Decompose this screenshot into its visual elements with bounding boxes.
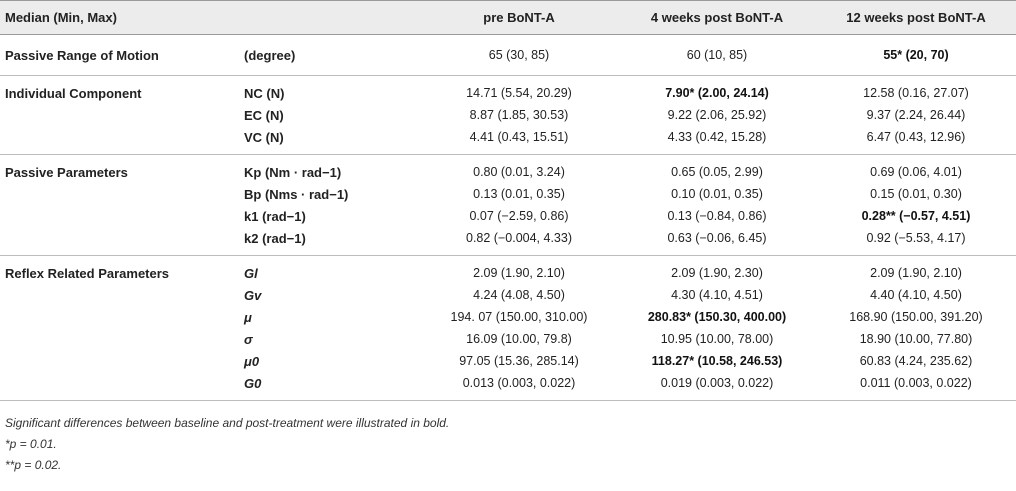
- pre-value: 4.41 (0.43, 15.51): [420, 126, 618, 155]
- param-label: Kp (Nm · rad−1): [244, 164, 342, 180]
- w12-value: 2.09 (1.90, 2.10): [870, 266, 962, 280]
- table-row: VC (N) 4.41 (0.43, 15.51) 4.33 (0.42, 15…: [0, 126, 1016, 155]
- table-row: Passive Parameters Kp (Nm · rad−1) 0.80 …: [0, 155, 1016, 184]
- w12-value: 0.28** (−0.57, 4.51): [861, 209, 971, 223]
- pre-value: 65 (30, 85): [420, 34, 618, 76]
- w4-value: 4.33 (0.42, 15.28): [618, 126, 816, 155]
- param-label: G0: [244, 372, 420, 401]
- pre-value: 0.82 (−0.004, 4.33): [420, 227, 618, 256]
- w12-value: 0.69 (0.06, 4.01): [870, 165, 962, 179]
- header-median: Median (Min, Max): [0, 0, 244, 35]
- w12-value: 4.40 (4.10, 4.50): [870, 288, 962, 302]
- w4-value: 0.13 (−0.84, 0.86): [667, 209, 767, 223]
- pre-value: 16.09 (10.00, 79.8): [466, 332, 572, 346]
- results-table: Median (Min, Max) pre BoNT-A 4 weeks pos…: [0, 0, 1016, 401]
- w12-value: 0.92 (−5.53, 4.17): [816, 227, 1016, 256]
- param-label: NC (N): [244, 85, 285, 101]
- param-label: μ0: [244, 353, 260, 369]
- w4-value: 9.22 (2.06, 25.92): [667, 108, 767, 122]
- table-row: Passive Range of Motion (degree) 65 (30,…: [0, 34, 1016, 76]
- param-label: k1 (rad−1): [244, 208, 306, 224]
- table-row: Individual Component NC (N) 14.71 (5.54,…: [0, 76, 1016, 105]
- footnote-significance: Significant differences between baseline…: [5, 416, 450, 430]
- header-12-weeks: 12 weeks post BoNT-A: [816, 0, 1016, 35]
- param-label: Bp (Nms · rad−1): [244, 186, 349, 202]
- table-row: μ0 97.05 (15.36, 285.14) 118.27* (10.58,…: [0, 350, 1016, 372]
- group-label: Passive Range of Motion: [0, 34, 244, 76]
- header-param: [244, 0, 420, 35]
- w4-value: 0.63 (−0.06, 6.45): [618, 227, 816, 256]
- param-label: (degree): [244, 34, 420, 76]
- w12-value: 0.011 (0.003, 0.022): [816, 372, 1016, 401]
- table-row: Bp (Nms · rad−1) 0.13 (0.01, 0.35) 0.10 …: [0, 183, 1016, 205]
- footnote-p-002: **p = 0.02.: [5, 458, 62, 472]
- header-row: Median (Min, Max) pre BoNT-A 4 weeks pos…: [0, 0, 1016, 35]
- w12-value: 18.90 (10.00, 77.80): [859, 332, 973, 346]
- w4-value: 7.90* (2.00, 24.14): [665, 86, 769, 100]
- table-row: σ 16.09 (10.00, 79.8) 10.95 (10.00, 78.0…: [0, 328, 1016, 350]
- w4-value: 2.09 (1.90, 2.30): [671, 266, 763, 280]
- param-label: μ: [244, 309, 252, 325]
- pre-value: 14.71 (5.54, 20.29): [466, 86, 572, 100]
- w12-value: 9.37 (2.24, 26.44): [866, 108, 966, 122]
- group-label: Passive Parameters: [5, 164, 128, 180]
- param-label: EC (N): [244, 107, 284, 123]
- w12-value: 55* (20, 70): [816, 34, 1016, 76]
- table-row: k1 (rad−1) 0.07 (−2.59, 0.86) 0.13 (−0.8…: [0, 205, 1016, 227]
- w12-value: 6.47 (0.43, 12.96): [816, 126, 1016, 155]
- w4-value: 4.30 (4.10, 4.51): [671, 288, 763, 302]
- param-label: Gl: [244, 265, 258, 281]
- table-row: EC (N) 8.87 (1.85, 30.53) 9.22 (2.06, 25…: [0, 104, 1016, 126]
- pre-value: 0.013 (0.003, 0.022): [420, 372, 618, 401]
- table-row: Reflex Related Parameters Gl 2.09 (1.90,…: [0, 256, 1016, 285]
- group-label: Reflex Related Parameters: [5, 265, 170, 281]
- pre-value: 0.13 (0.01, 0.35): [473, 187, 565, 201]
- w12-value: 12.58 (0.16, 27.07): [863, 86, 969, 100]
- pre-value: 8.87 (1.85, 30.53): [469, 108, 569, 122]
- w12-value: 60.83 (4.24, 235.62): [859, 354, 973, 368]
- pre-value: 2.09 (1.90, 2.10): [473, 266, 565, 280]
- w4-value: 60 (10, 85): [618, 34, 816, 76]
- header-4-weeks: 4 weeks post BoNT-A: [618, 0, 816, 35]
- footnote-p-001: *p = 0.01.: [5, 437, 57, 451]
- pre-value: 0.80 (0.01, 3.24): [473, 165, 565, 179]
- w4-value: 0.65 (0.05, 2.99): [671, 165, 763, 179]
- pre-value: 0.07 (−2.59, 0.86): [469, 209, 569, 223]
- param-label: Gv: [244, 287, 262, 303]
- w4-value: 118.27* (10.58, 246.53): [651, 354, 783, 368]
- table-footnotes: Significant differences between baseline…: [5, 413, 449, 476]
- pre-value: 97.05 (15.36, 285.14): [459, 354, 579, 368]
- table-row: μ 194. 07 (150.00, 310.00) 280.83* (150.…: [0, 306, 1016, 328]
- w4-value: 280.83* (150.30, 400.00): [647, 310, 787, 324]
- table-row: k2 (rad−1) 0.82 (−0.004, 4.33) 0.63 (−0.…: [0, 227, 1016, 256]
- w4-value: 0.10 (0.01, 0.35): [671, 187, 763, 201]
- group-label: Individual Component: [5, 85, 142, 101]
- w12-value: 0.15 (0.01, 0.30): [870, 187, 962, 201]
- pre-value: 194. 07 (150.00, 310.00): [450, 310, 588, 324]
- w12-value: 168.90 (150.00, 391.20): [849, 310, 983, 324]
- table-row: Gv 4.24 (4.08, 4.50) 4.30 (4.10, 4.51) 4…: [0, 284, 1016, 306]
- header-pre: pre BoNT-A: [420, 0, 618, 35]
- w4-value: 10.95 (10.00, 78.00): [660, 332, 774, 346]
- w4-value: 0.019 (0.003, 0.022): [618, 372, 816, 401]
- pre-value: 4.24 (4.08, 4.50): [473, 288, 565, 302]
- param-label: k2 (rad−1): [244, 227, 420, 256]
- table-row: G0 0.013 (0.003, 0.022) 0.019 (0.003, 0.…: [0, 372, 1016, 401]
- param-label: VC (N): [244, 126, 420, 155]
- param-label: σ: [244, 331, 253, 347]
